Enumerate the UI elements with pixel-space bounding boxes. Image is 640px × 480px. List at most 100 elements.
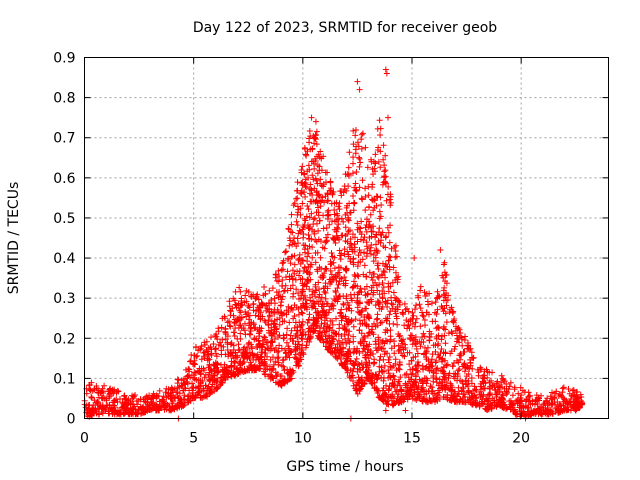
data-point [434,306,441,313]
data-point [486,391,493,398]
data-point [318,320,325,327]
data-point [122,395,129,402]
data-point [480,385,487,392]
data-point [196,389,203,396]
data-point [370,360,377,367]
data-point [332,289,339,296]
data-point [300,257,307,264]
data-point [271,335,278,342]
data-point [226,318,233,325]
data-point [318,182,325,189]
data-point [459,342,466,349]
data-point [319,194,326,201]
data-point [278,345,285,352]
data-point [359,348,366,355]
data-point [319,274,326,281]
data-point [247,327,254,334]
data-point [349,284,356,291]
data-point [381,362,388,369]
data-point [288,327,295,334]
data-point [199,377,206,384]
data-point [334,212,341,219]
data-point [174,380,181,387]
data-point [303,300,310,307]
data-point [395,297,402,304]
data-point [182,381,189,388]
data-point [464,389,471,396]
data-point [353,169,360,176]
data-point [525,389,532,396]
data-point [280,266,287,273]
data-point [103,404,110,411]
data-point [401,300,408,307]
data-point [257,303,264,310]
data-point [383,197,390,204]
data-point [389,392,396,399]
data-point [358,330,365,337]
data-point [258,349,265,356]
data-point [330,235,337,242]
data-point [312,118,319,125]
data-point [256,362,263,369]
data-point [319,308,326,315]
data-point [449,363,456,370]
y-tick-label: 0.9 [53,51,75,67]
data-point [411,255,418,262]
data-point [193,353,200,360]
data-point [378,319,385,326]
data-point [317,176,324,183]
data-point [311,215,318,222]
data-point [348,317,355,324]
data-point [315,279,322,286]
data-point [368,228,375,235]
data-point [416,301,423,308]
data-point [308,210,315,217]
data-point [162,389,169,396]
data-point [434,324,441,331]
data-point [409,366,416,373]
data-point [359,130,366,137]
data-point [115,410,122,417]
data-point [352,187,359,194]
data-point [265,322,272,329]
data-point [84,409,91,416]
data-point [410,337,417,344]
data-point [424,344,431,351]
data-point [175,376,182,383]
data-point [214,384,221,391]
data-point [306,135,313,142]
data-point [409,320,416,327]
data-point [315,312,322,319]
data-point [562,404,569,411]
data-point [465,371,472,378]
data-point [448,348,455,355]
data-point [306,335,313,342]
data-point [226,322,233,329]
data-point [326,332,333,339]
data-point [320,274,327,281]
data-point [315,333,322,340]
data-point [494,378,501,385]
y-axis-label: SRMTID / TECUs [6,182,22,295]
data-point [425,301,432,308]
data-point [231,332,238,339]
data-point [296,255,303,262]
data-point [251,362,258,369]
data-point [103,397,110,404]
data-point [313,317,320,324]
data-point [323,328,330,335]
data-point [386,253,393,260]
data-point [314,268,321,275]
data-point [218,324,225,331]
data-point [366,360,373,367]
data-point [311,327,318,334]
data-point [380,356,387,363]
data-point [321,270,328,277]
data-point [279,260,286,267]
data-point [432,359,439,366]
data-point [257,353,264,360]
data-point [462,333,469,340]
data-point [412,319,419,326]
data-point [304,168,311,175]
data-point [493,391,500,398]
